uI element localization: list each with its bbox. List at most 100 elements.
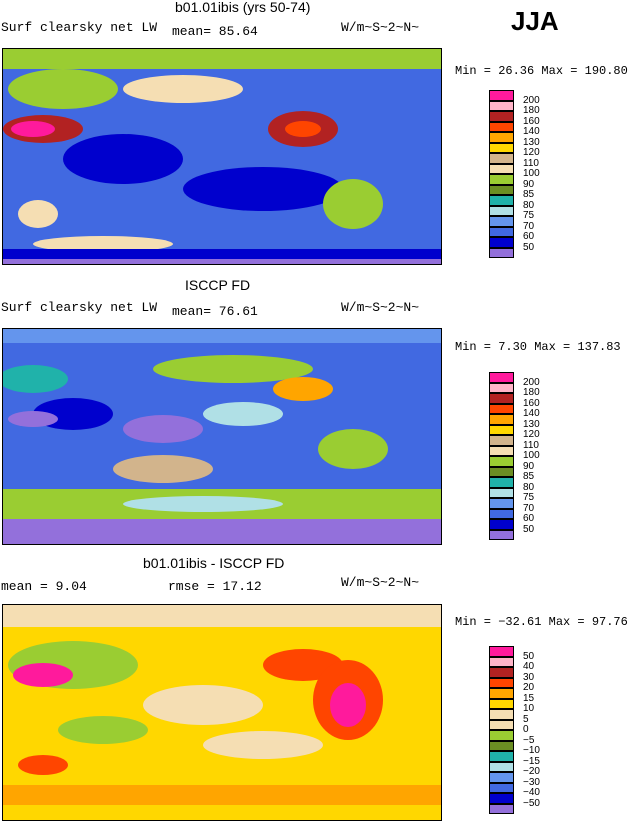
- colorbar-label: 120: [523, 147, 540, 158]
- colorbar-swatch: [489, 740, 514, 751]
- colorbar-label: 50: [523, 650, 535, 662]
- colorbar-swatch: [489, 163, 514, 174]
- colorbar-swatch: [489, 237, 514, 248]
- panel-1-colorbar: 200 180 160 140 130 120 110 100 90 85 80 75 70 60 50: [489, 90, 549, 260]
- colorbar-swatch: [489, 195, 514, 206]
- colorbar-label: 20: [523, 682, 535, 693]
- colorbar-label: 140: [523, 126, 540, 137]
- colorbar-label: 180: [523, 387, 540, 398]
- colorbar-swatch: [489, 698, 514, 709]
- colorbar-swatch: [489, 498, 514, 509]
- panel-2-minmax: Min = 7.30 Max = 137.83: [455, 340, 621, 354]
- colorbar-label: 200: [523, 94, 540, 106]
- colorbar-label: 80: [523, 481, 535, 493]
- colorbar-label: 50: [523, 523, 535, 535]
- colorbar-swatch: [489, 372, 514, 383]
- panel-2-map: [2, 328, 442, 545]
- colorbar-swatch: [489, 100, 514, 111]
- colorbar-label: 100: [523, 450, 540, 461]
- panel-3-units: W/m~S~2~N~: [341, 575, 420, 590]
- panel-3-title: b01.01ibis - ISCCP FD: [143, 555, 285, 571]
- colorbar-swatch: [489, 90, 514, 101]
- colorbar-swatch: [489, 456, 514, 467]
- colorbar-swatch: [489, 247, 514, 258]
- panel-1-title: b01.01ibis (yrs 50-74): [175, 0, 311, 15]
- panel-2-variable: Surf clearsky net LW: [1, 300, 158, 315]
- colorbar-swatch: [489, 382, 514, 393]
- panel-3-field: [3, 605, 441, 820]
- panel-3-rmse: rmse = 17.12: [168, 579, 262, 594]
- colorbar-swatch: [489, 730, 514, 741]
- panel-2-units: W/m~S~2~N~: [341, 300, 420, 315]
- colorbar-label: 160: [523, 397, 540, 409]
- colorbar-label: 50: [523, 241, 535, 253]
- panel-3-minmax: Min = −32.61 Max = 97.76: [455, 615, 628, 629]
- colorbar-swatch: [489, 508, 514, 519]
- colorbar-swatch: [489, 142, 514, 153]
- colorbar-swatch: [489, 435, 514, 446]
- colorbar-swatch: [489, 393, 514, 404]
- colorbar-swatch: [489, 184, 514, 195]
- colorbar-label: 30: [523, 671, 535, 683]
- colorbar-swatch: [489, 174, 514, 185]
- panel-1-minmax: Min = 26.36 Max = 190.80: [455, 64, 628, 78]
- colorbar-label: 60: [523, 513, 535, 524]
- colorbar-label: 70: [523, 502, 535, 514]
- colorbar-swatch: [489, 688, 514, 699]
- colorbar-swatch: [489, 709, 514, 720]
- colorbar-swatch: [489, 677, 514, 688]
- colorbar-swatch: [489, 751, 514, 762]
- colorbar-swatch: [489, 793, 514, 804]
- colorbar-label: 120: [523, 429, 540, 440]
- season-label: JJA: [511, 6, 559, 36]
- colorbar-label: 140: [523, 408, 540, 419]
- colorbar-swatch: [489, 121, 514, 132]
- colorbar-label: −15: [523, 755, 540, 767]
- colorbar-swatch: [489, 153, 514, 164]
- colorbar-label: 160: [523, 115, 540, 127]
- colorbar-swatch: [489, 772, 514, 783]
- colorbar-label: 110: [523, 439, 539, 451]
- colorbar-label: 90: [523, 178, 535, 190]
- colorbar-swatch: [489, 519, 514, 530]
- colorbar-swatch: [489, 403, 514, 414]
- colorbar-label: 75: [523, 492, 535, 503]
- colorbar-swatch: [489, 803, 514, 814]
- colorbar-label: 80: [523, 199, 535, 211]
- colorbar-label: 70: [523, 220, 535, 232]
- colorbar-swatch: [489, 719, 514, 730]
- colorbar-label: 110: [523, 157, 539, 169]
- colorbar-swatch: [489, 656, 514, 667]
- colorbar-label: 10: [523, 703, 535, 714]
- colorbar-swatch: [489, 466, 514, 477]
- panel-2-colorbar: 200 180 160 140 130 120 110 100 90 85 80 75 70 60 50: [489, 372, 549, 542]
- colorbar-label: 130: [523, 418, 540, 430]
- colorbar-swatch: [489, 226, 514, 237]
- panel-2-title: ISCCP FD: [185, 277, 251, 293]
- colorbar-label: 180: [523, 105, 540, 116]
- panel-1-variable: Surf clearsky net LW: [1, 20, 158, 35]
- colorbar-label: 5: [523, 713, 529, 725]
- colorbar-label: −20: [523, 766, 540, 777]
- colorbar-swatch: [489, 216, 514, 227]
- colorbar-label: 85: [523, 471, 535, 482]
- panel-3-mean: mean = 9.04: [1, 579, 87, 594]
- colorbar-swatch: [489, 205, 514, 216]
- colorbar-swatch: [489, 761, 514, 772]
- panel-3-colorbar: 50 40 30 20 15 10 5 0 −5 −10 −15 −20 −30 −40 −50: [489, 646, 549, 816]
- panel-2-mean: mean= 76.61: [172, 304, 258, 319]
- colorbar-swatch: [489, 132, 514, 143]
- colorbar-swatch: [489, 424, 514, 435]
- colorbar-label: −10: [523, 745, 540, 756]
- panel-3-map: [2, 604, 442, 821]
- colorbar-label: 40: [523, 661, 535, 672]
- colorbar-swatch: [489, 529, 514, 540]
- colorbar-label: −50: [523, 797, 540, 809]
- panel-1-mean: mean= 85.64: [172, 24, 258, 39]
- colorbar-label: 90: [523, 460, 535, 472]
- colorbar-label: 100: [523, 168, 540, 179]
- colorbar-swatch: [489, 667, 514, 678]
- colorbar-label: 200: [523, 376, 540, 388]
- colorbar-label: 85: [523, 189, 535, 200]
- colorbar-label: −30: [523, 776, 540, 788]
